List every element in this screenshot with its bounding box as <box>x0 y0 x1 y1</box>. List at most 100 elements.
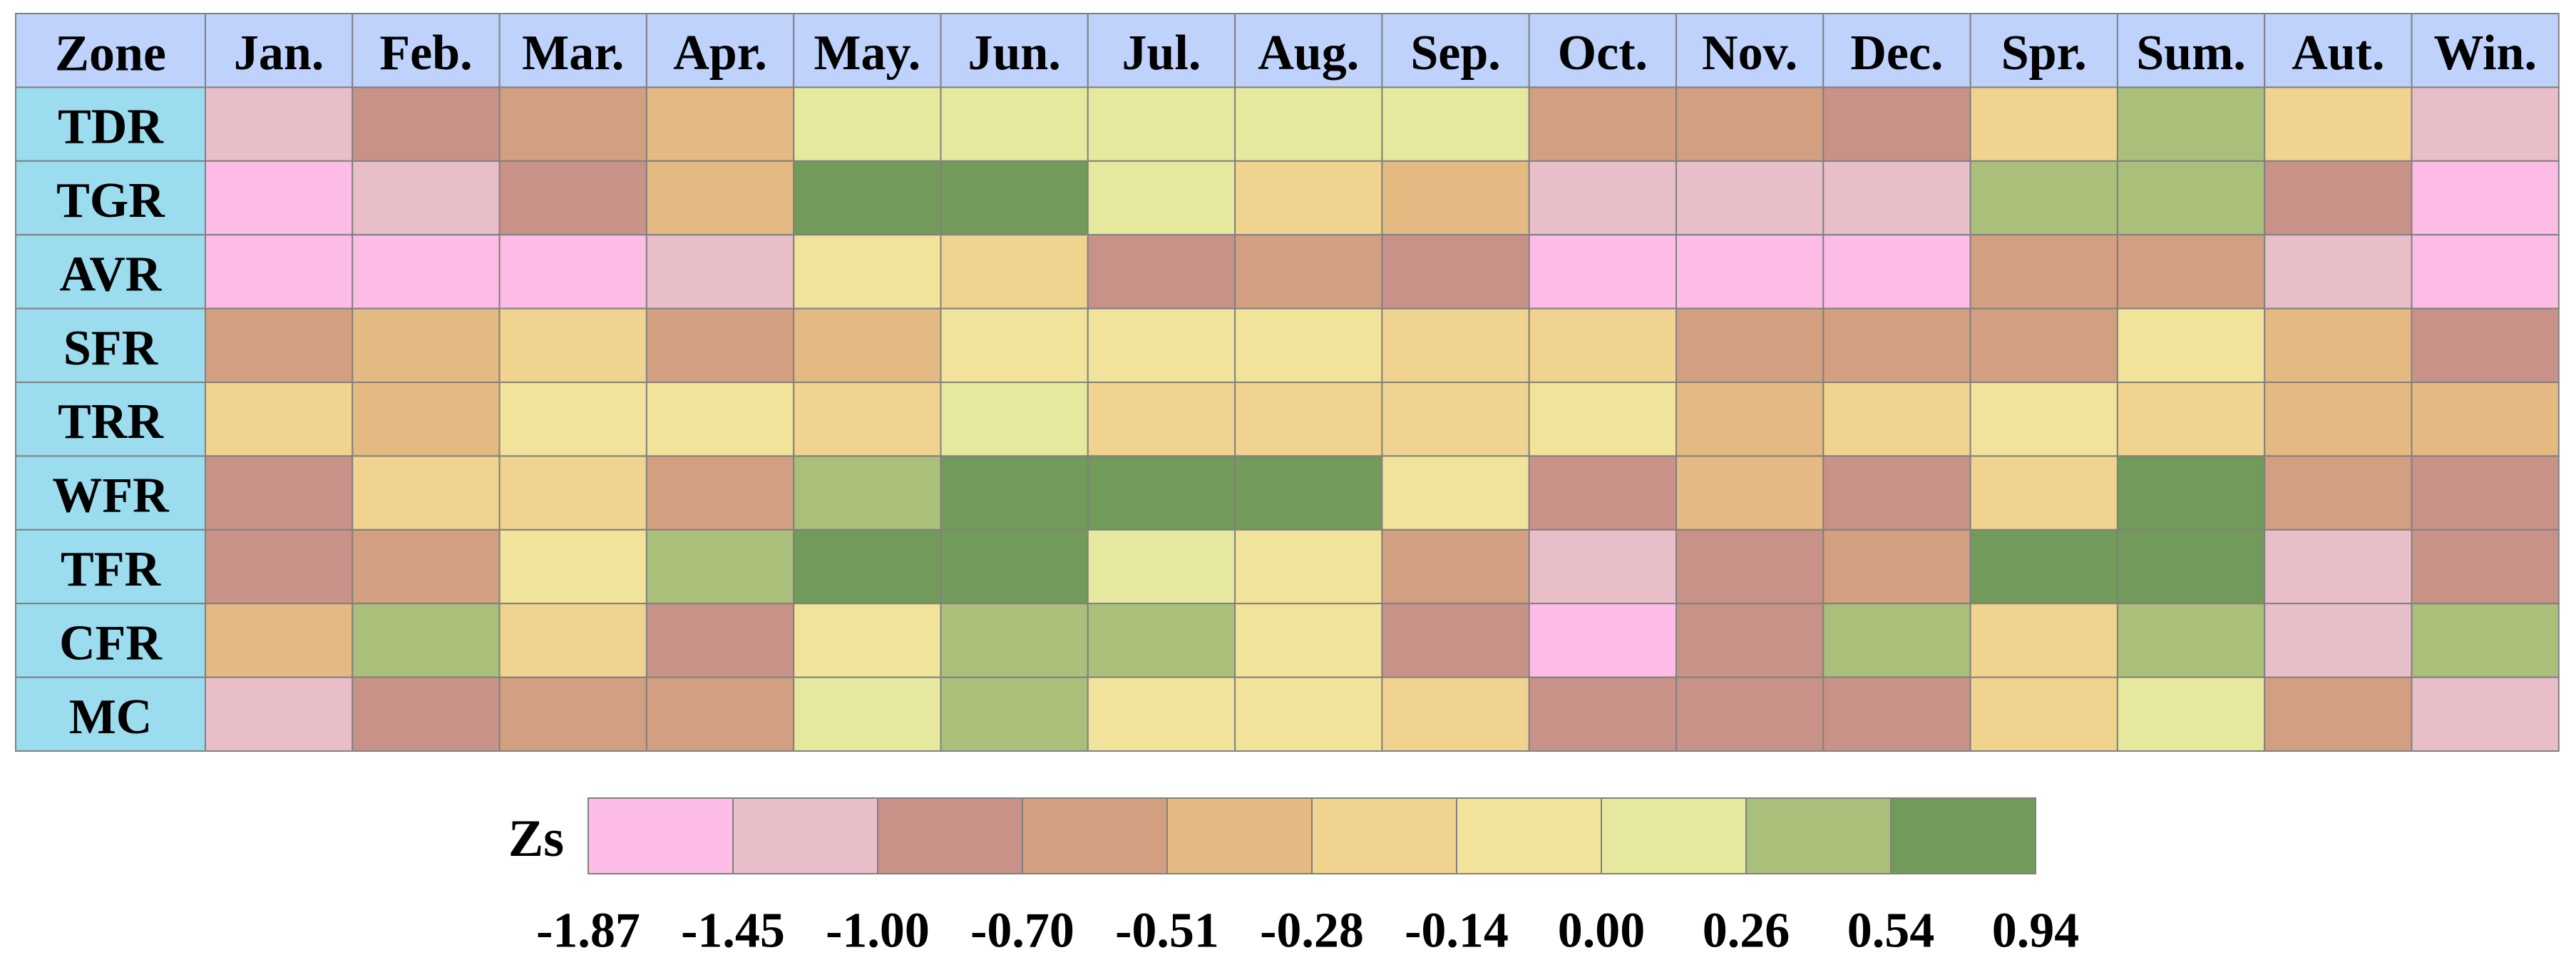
heatmap-cell <box>351 307 501 384</box>
heatmap-cell <box>1234 455 1383 531</box>
heatmap-cell <box>1822 529 1971 605</box>
heatmap-cell <box>2116 529 2266 605</box>
row-header-cell <box>15 307 206 384</box>
heatmap-cell <box>2264 529 2413 605</box>
column-header-label: Jan. <box>234 26 324 81</box>
column-header-cell <box>2264 13 2413 88</box>
row-header-label: WFR <box>52 469 170 524</box>
heatmap-cell <box>940 529 1089 605</box>
column-header-label: Win. <box>2433 26 2537 81</box>
heatmap-cell <box>205 234 354 310</box>
heatmap-cell <box>1969 676 2118 752</box>
heatmap-cell <box>793 455 942 531</box>
heatmap-cell <box>498 603 647 678</box>
heatmap-cell <box>351 676 501 752</box>
legend-swatch <box>1022 797 1168 874</box>
heatmap-cell <box>1381 160 1530 236</box>
heatmap-cell <box>351 234 501 310</box>
column-header-cell <box>205 13 354 88</box>
legend-swatch <box>1456 797 1602 874</box>
heatmap-cell <box>793 234 942 310</box>
legend-tick-label: -1.45 <box>681 904 785 959</box>
row-header-cell <box>15 86 206 162</box>
heatmap-cell <box>793 676 942 752</box>
heatmap-cell <box>2264 382 2413 457</box>
heatmap-cell <box>351 382 501 457</box>
heatmap-cell <box>1234 382 1383 457</box>
heatmap-cell <box>351 529 501 605</box>
legend-swatch <box>587 797 734 874</box>
heatmap-cell <box>498 86 647 162</box>
row-header-label: SFR <box>63 321 159 376</box>
heatmap-cell <box>1528 382 1677 457</box>
heatmap-cell <box>2411 234 2560 310</box>
heatmap-cell <box>498 676 647 752</box>
heatmap-cell <box>1381 307 1530 384</box>
legend-swatch <box>1166 797 1313 874</box>
heatmap-cell <box>940 455 1089 531</box>
heatmap-cell <box>793 603 942 678</box>
legend-tick-label: 0.94 <box>1992 904 2080 959</box>
heatmap-cell <box>1822 86 1971 162</box>
heatmap-cell <box>2116 234 2266 310</box>
heatmap-cell <box>793 86 942 162</box>
column-header-cell <box>1381 13 1530 88</box>
heatmap-cell <box>1381 86 1530 162</box>
heatmap-cell <box>1969 86 2118 162</box>
heatmap-cell <box>940 86 1089 162</box>
row-header-cell <box>15 160 206 236</box>
heatmap-cell <box>351 455 501 531</box>
heatmap-cell <box>498 234 647 310</box>
row-header-label: TGR <box>56 173 165 228</box>
legend-swatch <box>1890 797 2036 874</box>
legend-tick-label: -1.00 <box>826 904 930 959</box>
heatmap-cell <box>205 307 354 384</box>
heatmap-cell <box>498 382 647 457</box>
heatmap-cell <box>1381 234 1530 310</box>
heatmap-cell <box>1528 676 1677 752</box>
legend-tick-label: -1.87 <box>536 904 640 959</box>
heatmap-cell <box>2411 455 2560 531</box>
legend-tick-label: 0.54 <box>1847 904 1935 959</box>
heatmap-cell <box>1234 603 1383 678</box>
heatmap-cell <box>1528 603 1677 678</box>
heatmap-cell <box>2411 160 2560 236</box>
heatmap-cell <box>1087 307 1236 384</box>
heatmap-cell <box>1822 234 1971 310</box>
heatmap-cell <box>1381 455 1530 531</box>
heatmap-cell <box>2264 455 2413 531</box>
column-header-cell <box>2411 13 2560 88</box>
heatmap-cell <box>1381 529 1530 605</box>
heatmap-cell <box>940 307 1089 384</box>
heatmap-cell <box>1234 234 1383 310</box>
heatmap-cell <box>2116 603 2266 678</box>
row-header-label: AVR <box>60 247 163 302</box>
heatmap-cell <box>1528 307 1677 384</box>
row-header-cell <box>15 455 206 531</box>
heatmap-cell <box>2264 86 2413 162</box>
legend-tick-label: -0.28 <box>1260 904 1364 959</box>
column-header-cell <box>1969 13 2118 88</box>
heatmap-cell <box>1676 86 1825 162</box>
column-header-cell <box>793 13 942 88</box>
legend-tick-label: -0.14 <box>1405 904 1509 959</box>
heatmap-cell <box>1381 676 1530 752</box>
heatmap-cell <box>1087 86 1236 162</box>
heatmap-cell <box>1676 603 1825 678</box>
heatmap-cell <box>2116 160 2266 236</box>
row-header-cell <box>15 382 206 457</box>
legend-tick-label: 0.00 <box>1558 904 1646 959</box>
heatmap-cell <box>205 86 354 162</box>
heatmap-cell <box>940 603 1089 678</box>
heatmap-cell <box>1822 382 1971 457</box>
column-header-label: Apr. <box>673 26 767 81</box>
column-header-label: Sep. <box>1410 26 1500 81</box>
heatmap-cell <box>1234 86 1383 162</box>
heatmap-cell <box>940 382 1089 457</box>
heatmap-cell <box>1676 455 1825 531</box>
corner-cell <box>15 13 206 88</box>
heatmap-cell <box>793 160 942 236</box>
heatmap-cell <box>940 234 1089 310</box>
column-header-cell <box>1676 13 1825 88</box>
